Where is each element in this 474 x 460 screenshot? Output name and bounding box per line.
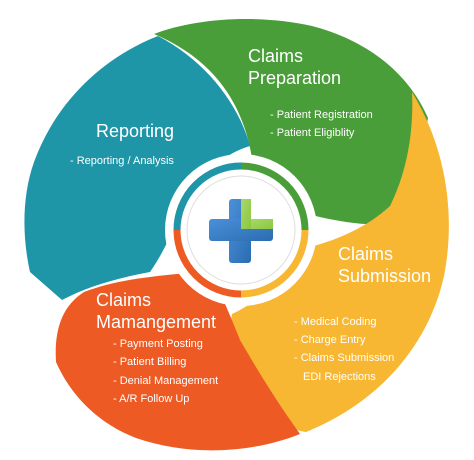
management-item: - A/R Follow Up <box>113 393 189 405</box>
segment-submission <box>230 92 449 432</box>
segment-reporting <box>24 36 250 300</box>
submission-item: - Medical Coding <box>294 316 377 328</box>
submission-title-line1: Claims <box>338 244 393 264</box>
management-title-line2: Mamangement <box>96 312 216 332</box>
center-ring-teal-arc <box>173 162 242 231</box>
preparation-title-line2: Preparation <box>248 68 341 88</box>
segment-preparation <box>154 19 428 225</box>
submission-item: - Claims Submission <box>294 352 394 364</box>
submission-item: - Charge Entry <box>294 334 366 346</box>
management-item: - Payment Posting <box>113 338 203 350</box>
center-ring-yellow-arc <box>240 229 309 298</box>
preparation-title-line1: Claims <box>248 46 303 66</box>
submission-item: EDI Rejections <box>303 371 376 383</box>
preparation-item: - Patient Registration <box>270 109 373 121</box>
management-title-line1: Claims <box>96 290 151 310</box>
preparation-item: - Patient Eligiblity <box>270 127 355 139</box>
center-ring-orange-arc <box>173 229 242 298</box>
management-item: - Denial Management <box>113 375 218 387</box>
management-item: - Patient Billing <box>113 356 186 368</box>
submission-title-line2: Submission <box>338 266 431 286</box>
reporting-title: Reporting <box>96 121 174 141</box>
segment-management <box>55 270 300 451</box>
reporting-item: - Reporting / Analysis <box>70 155 174 167</box>
center-ring-green-arc <box>240 162 309 231</box>
medical-cross-icon <box>209 199 273 263</box>
